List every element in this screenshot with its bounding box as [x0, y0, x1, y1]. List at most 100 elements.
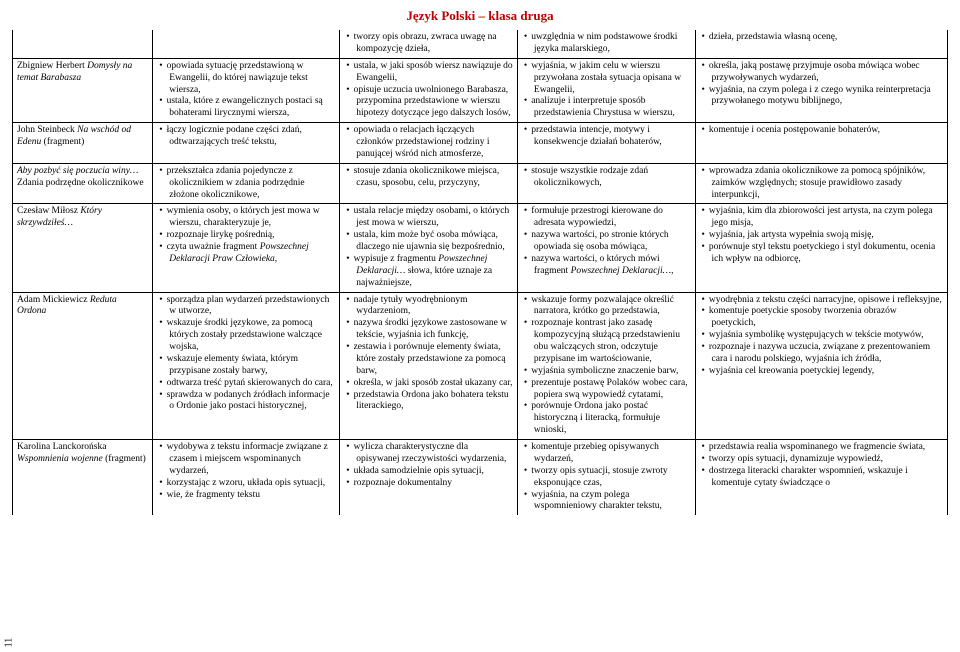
bullet-item: nadaje tytuły wyodrębnionym wydarzeniom, [344, 295, 513, 319]
bullet-item: określa, w jaki sposób został ukazany ca… [344, 378, 513, 390]
bullet-item: wylicza charakterystyczne dla opisywanej… [344, 442, 513, 466]
level-cell: komentuje i ocenia postępowanie bohateró… [695, 123, 947, 164]
bullet-item: korzystając z wzoru, układa opis sytuacj… [157, 478, 335, 490]
bullet-item: sprawdza w podanych źródłach informacje … [157, 390, 335, 414]
level-cell: stosuje wszystkie rodzaje zdań okoliczni… [517, 163, 695, 204]
bullet-item: komentuje przebieg opisywanych wydarzeń, [522, 442, 691, 466]
bullet-item: nazywa wartości, o których mówi fragment… [522, 254, 691, 278]
bullet-item: tworzy opis sytuacji, stosuje zwroty eks… [522, 466, 691, 490]
bullet-item: ustala relacje między osobami, o których… [344, 206, 513, 230]
bullet-item: stosuje zdania okolicznikowe miejsca, cz… [344, 166, 513, 190]
level-cell: wyjaśnia, kim dla zbiorowości jest artys… [695, 204, 947, 292]
bullet-item: łączy logicznie podane części zdań, odtw… [157, 125, 335, 149]
bullet-item: porównuje styl tekstu poetyckiego i styl… [700, 242, 943, 266]
bullet-item: opisuje uczucia uwolnionego Barabasza, p… [344, 85, 513, 121]
bullet-item: rozpoznaje dokumentalny [344, 478, 513, 490]
level-cell: sporządza plan wydarzeń przedstawionych … [153, 292, 340, 440]
bullet-item: układa samodzielnie opis sytuacji, [344, 466, 513, 478]
bullet-item: wydobywa z tekstu informacje związane z … [157, 442, 335, 478]
level-cell: nadaje tytuły wyodrębnionym wydarzeniom,… [340, 292, 518, 440]
level-cell: określa, jaką postawę przyjmuje osoba mó… [695, 58, 947, 122]
level-cell: wyjaśnia, w jakim celu w wierszu przywoł… [517, 58, 695, 122]
level-cell: przedstawia realia wspominanego we fragm… [695, 440, 947, 516]
bullet-item: uwzględnia w nim podstawowe środki język… [522, 32, 691, 56]
topic-cell: Adam Mickiewicz Reduta Ordona [13, 292, 153, 440]
topic-cell: Czesław Miłosz Który skrzywdziłeś… [13, 204, 153, 292]
topic-cell: Karolina Lanckorońska Wspomnienia wojenn… [13, 440, 153, 516]
topic-cell: Aby pozbyć się poczucia winy… Zdania pod… [13, 163, 153, 204]
level-cell: komentuje przebieg opisywanych wydarzeń,… [517, 440, 695, 516]
bullet-item: sporządza plan wydarzeń przedstawionych … [157, 295, 335, 319]
bullet-item: dostrzega literacki charakter wspomnień,… [700, 466, 943, 490]
bullet-item: przedstawia realia wspominanego we fragm… [700, 442, 943, 454]
bullet-item: rozpoznaje kontrast jako zasadę kompozyc… [522, 318, 691, 366]
level-cell: wskazuje formy pozwalające określić narr… [517, 292, 695, 440]
bullet-item: wypisuje z fragmentu Powszechnej Deklara… [344, 254, 513, 290]
bullet-item: przedstawia Ordona jako bohatera tekstu … [344, 390, 513, 414]
bullet-item: komentuje poetyckie sposoby tworzenia ob… [700, 306, 943, 330]
bullet-item: komentuje i ocenia postępowanie bohateró… [700, 125, 943, 137]
bullet-item: zestawia i porównuje elementy świata, kt… [344, 342, 513, 378]
bullet-item: wyjaśnia symboliczne znaczenie barw, [522, 366, 691, 378]
bullet-item: odtwarza treść pytań skierowanych do car… [157, 378, 335, 390]
bullet-item: rozpoznaje lirykę pośrednią, [157, 230, 335, 242]
bullet-item: wskazuje środki językowe, za pomocą któr… [157, 318, 335, 354]
bullet-item: prezentuje postawę Polaków wobec cara, p… [522, 378, 691, 402]
bullet-item: wyjaśnia symbolikę występujących w tekśc… [700, 330, 943, 342]
bullet-item: wskazuje elementy świata, którym przypis… [157, 354, 335, 378]
bullet-item: wyjaśnia, w jakim celu w wierszu przywoł… [522, 61, 691, 97]
bullet-item: wprowadza zdania okolicznikowe za pomocą… [700, 166, 943, 202]
bullet-item: przekształca zdania pojedyncze z okolicz… [157, 166, 335, 202]
bullet-item: wyjaśnia, na czym polega wspomnieniowy c… [522, 490, 691, 514]
bullet-item: ustala, w jaki sposób wiersz nawiązuje d… [344, 61, 513, 85]
topic-cell: Zbigniew Herbert Domysły na temat Baraba… [13, 58, 153, 122]
bullet-item: wyjaśnia, kim dla zbiorowości jest artys… [700, 206, 943, 230]
level-cell: wylicza charakterystyczne dla opisywanej… [340, 440, 518, 516]
level-cell: dzieła, przedstawia własną ocenę, [695, 30, 947, 58]
bullet-item: stosuje wszystkie rodzaje zdań okoliczni… [522, 166, 691, 190]
level-cell: ustala, w jaki sposób wiersz nawiązuje d… [340, 58, 518, 122]
bullet-item: analizuje i interpretuje sposób przedsta… [522, 96, 691, 120]
bullet-item: dzieła, przedstawia własną ocenę, [700, 32, 943, 44]
level-cell: wymienia osoby, o których jest mowa w wi… [153, 204, 340, 292]
level-cell: formułuje przestrogi kierowane do adresa… [517, 204, 695, 292]
level-cell: opowiada sytuację przedstawioną w Ewange… [153, 58, 340, 122]
level-cell: wyodrębnia z tekstu części narracyjne, o… [695, 292, 947, 440]
bullet-item: wyjaśnia cel kreowania poetyckiej legend… [700, 366, 943, 378]
bullet-item: określa, jaką postawę przyjmuje osoba mó… [700, 61, 943, 85]
bullet-item: ustala, kim może być osoba mówiąca, dlac… [344, 230, 513, 254]
bullet-item: wyjaśnia, na czym polega i z czego wynik… [700, 85, 943, 109]
bullet-item: wie, że fragmenty tekstu [157, 490, 335, 502]
bullet-item: wyodrębnia z tekstu części narracyjne, o… [700, 295, 943, 307]
bullet-item: wyjaśnia, jak artysta wypełnia swoją mis… [700, 230, 943, 242]
bullet-item: formułuje przestrogi kierowane do adresa… [522, 206, 691, 230]
level-cell: łączy logicznie podane części zdań, odtw… [153, 123, 340, 164]
topic-cell: John Steinbeck Na wschód od Edenu (fragm… [13, 123, 153, 164]
level-cell [153, 30, 340, 58]
level-cell: wydobywa z tekstu informacje związane z … [153, 440, 340, 516]
level-cell: ustala relacje między osobami, o których… [340, 204, 518, 292]
bullet-item: nazywa wartości, po stronie których opow… [522, 230, 691, 254]
curriculum-table: tworzy opis obrazu, zwraca uwagę na komp… [12, 30, 948, 515]
level-cell: tworzy opis obrazu, zwraca uwagę na komp… [340, 30, 518, 58]
bullet-item: tworzy opis obrazu, zwraca uwagę na komp… [344, 32, 513, 56]
bullet-item: porównuje Ordona jako postać historyczną… [522, 401, 691, 437]
level-cell: uwzględnia w nim podstawowe środki język… [517, 30, 695, 58]
bullet-item: tworzy opis sytuacji, dynamizuje wypowie… [700, 454, 943, 466]
level-cell: przekształca zdania pojedyncze z okolicz… [153, 163, 340, 204]
page-header: Język Polski – klasa druga [12, 8, 948, 24]
bullet-item: rozpoznaje i nazywa uczucia, związane z … [700, 342, 943, 366]
bullet-item: nazywa środki językowe zastosowane w tek… [344, 318, 513, 342]
bullet-item: opowiada o relacjach łączących członków … [344, 125, 513, 161]
bullet-item: ustala, które z ewangelicznych postaci s… [157, 96, 335, 120]
level-cell: stosuje zdania okolicznikowe miejsca, cz… [340, 163, 518, 204]
topic-cell [13, 30, 153, 58]
level-cell: opowiada o relacjach łączących członków … [340, 123, 518, 164]
level-cell: przedstawia intencje, motywy i konsekwen… [517, 123, 695, 164]
level-cell: wprowadza zdania okolicznikowe za pomocą… [695, 163, 947, 204]
page-number: 11 [3, 638, 14, 648]
bullet-item: wymienia osoby, o których jest mowa w wi… [157, 206, 335, 230]
bullet-item: czyta uważnie fragment Powszechnej Dekla… [157, 242, 335, 266]
bullet-item: przedstawia intencje, motywy i konsekwen… [522, 125, 691, 149]
bullet-item: wskazuje formy pozwalające określić narr… [522, 295, 691, 319]
